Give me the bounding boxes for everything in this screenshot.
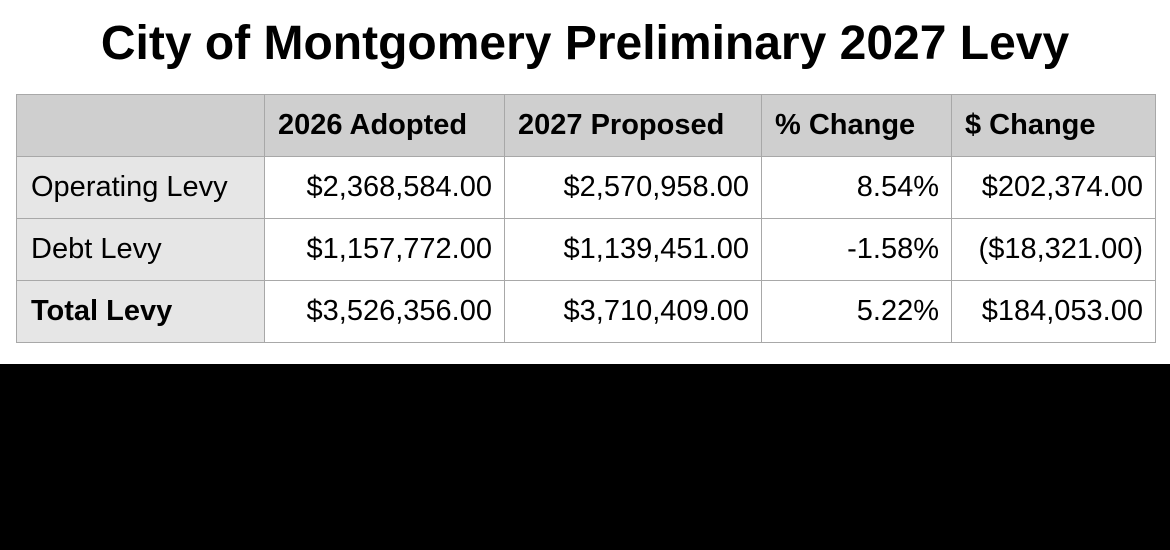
cell-dollar-change: $184,053.00 — [951, 280, 1156, 343]
cell-2026-adopted: $1,157,772.00 — [264, 218, 505, 281]
row-label-debt-levy: Debt Levy — [16, 218, 265, 281]
cell-2026-adopted: $3,526,356.00 — [264, 280, 505, 343]
cell-dollar-change: ($18,321.00) — [951, 218, 1156, 281]
levy-table: 2026 Adopted 2027 Proposed % Change $ Ch… — [16, 94, 1156, 343]
page-title: City of Montgomery Preliminary 2027 Levy — [100, 17, 1070, 70]
cell-2027-proposed: $3,710,409.00 — [504, 280, 762, 343]
cell-2027-proposed: $1,139,451.00 — [504, 218, 762, 281]
table-row: Debt Levy $1,157,772.00 $1,139,451.00 -1… — [16, 218, 1156, 281]
table-header-row: 2026 Adopted 2027 Proposed % Change $ Ch… — [16, 94, 1156, 157]
table-row: Operating Levy $2,368,584.00 $2,570,958.… — [16, 156, 1156, 219]
header-2027-proposed: 2027 Proposed — [504, 94, 762, 157]
header-percent-change: % Change — [761, 94, 952, 157]
table-row: Total Levy $3,526,356.00 $3,710,409.00 5… — [16, 280, 1156, 343]
header-corner-cell — [16, 94, 265, 157]
row-label-operating-levy: Operating Levy — [16, 156, 265, 219]
header-2026-adopted: 2026 Adopted — [264, 94, 505, 157]
cell-2026-adopted: $2,368,584.00 — [264, 156, 505, 219]
row-label-total-levy: Total Levy — [16, 280, 265, 343]
slide: City of Montgomery Preliminary 2027 Levy… — [0, 0, 1170, 364]
header-dollar-change: $ Change — [951, 94, 1156, 157]
cell-percent-change: 8.54% — [761, 156, 952, 219]
cell-percent-change: 5.22% — [761, 280, 952, 343]
cell-percent-change: -1.58% — [761, 218, 952, 281]
cell-dollar-change: $202,374.00 — [951, 156, 1156, 219]
cell-2027-proposed: $2,570,958.00 — [504, 156, 762, 219]
